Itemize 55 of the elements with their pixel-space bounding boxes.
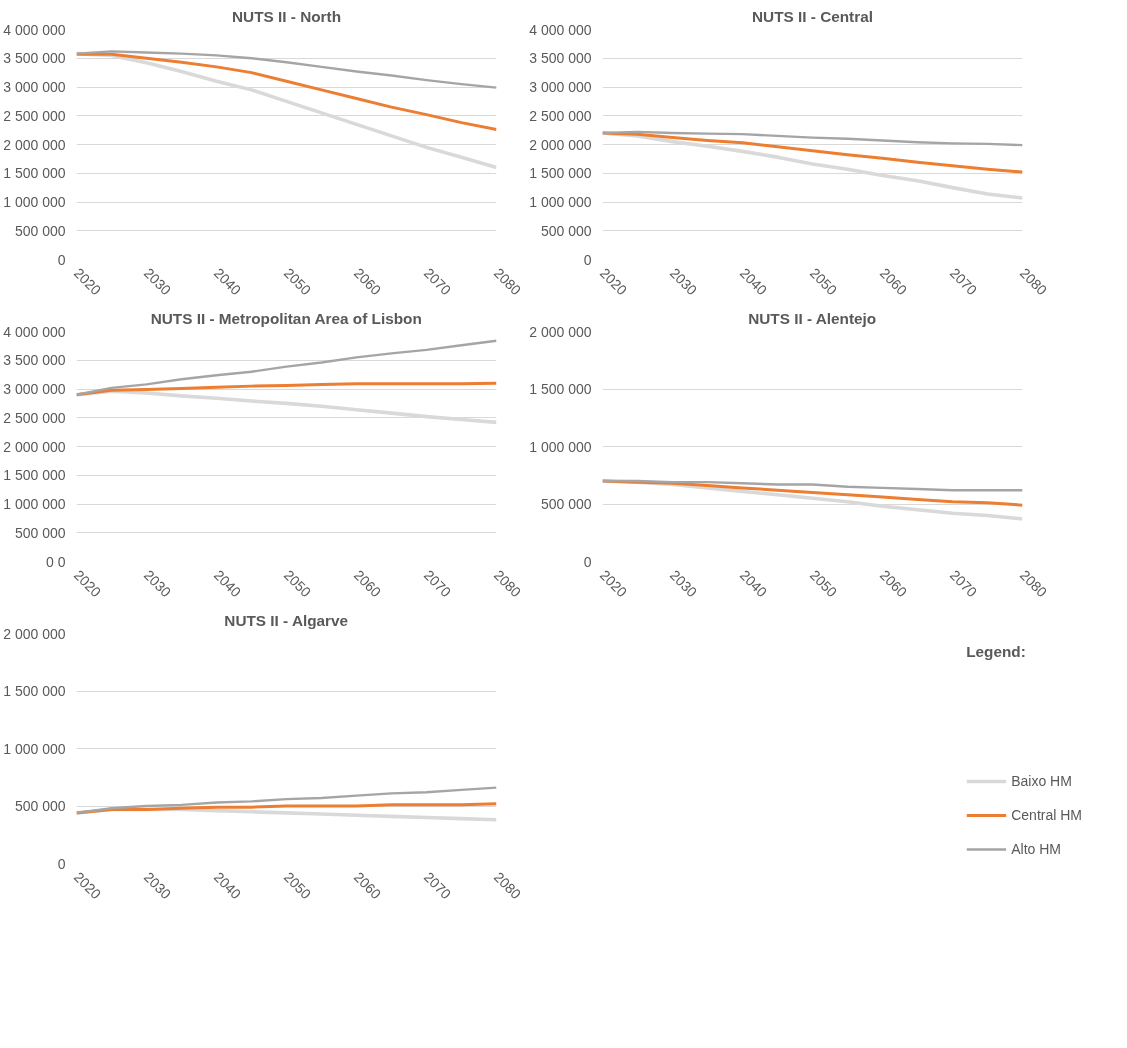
y-tick-label: 4 000 000 xyxy=(3,323,66,340)
chart-title: NUTS II - Algarve xyxy=(224,611,349,629)
line-series xyxy=(602,131,1023,174)
y-tick-label: 2 000 000 xyxy=(3,136,66,153)
y-tick-label: 1 000 000 xyxy=(3,194,66,210)
y-tick-label: 2 500 000 xyxy=(3,409,66,426)
y-tick-label: 2 500 000 xyxy=(3,107,66,124)
line-series xyxy=(602,130,1023,147)
legend-title: Legend: xyxy=(966,643,1027,661)
y-tick-label: 1 500 000 xyxy=(529,381,592,397)
y-tick-label: 3 000 000 xyxy=(3,79,66,95)
y-tick-label: 1 500 000 xyxy=(3,165,66,182)
y-tick-label: 1 500 000 xyxy=(3,467,66,484)
y-tick-label: 4 000 000 xyxy=(3,21,66,38)
y-tick-label: 0 xyxy=(57,855,66,872)
y-tick-label: 0 xyxy=(583,251,592,268)
y-tick-label: 2 000 000 xyxy=(3,438,66,455)
y-tick-label: 2 000 000 xyxy=(3,625,66,642)
legend-label: Baixo HM xyxy=(1011,773,1072,789)
y-tick-label: 2 000 000 xyxy=(529,136,592,153)
y-tick-label: 0 xyxy=(583,553,592,570)
line-series xyxy=(76,381,497,397)
y-tick-label: 2 500 000 xyxy=(529,107,592,124)
y-tick-label: 1 500 000 xyxy=(529,165,592,182)
chart-title: NUTS II - North xyxy=(232,7,342,25)
y-tick-label: 3 000 000 xyxy=(3,381,66,397)
legend-label: Alto HM xyxy=(1011,841,1061,857)
y-tick-label: 1 000 000 xyxy=(3,740,66,757)
line-series xyxy=(76,339,497,396)
y-tick-label: 500 000 xyxy=(14,222,66,239)
line-series xyxy=(76,50,497,89)
chart-title: NUTS II - Metropolitan Area of Lisbon xyxy=(150,309,422,327)
y-tick-label: 500 000 xyxy=(14,798,66,814)
y-tick-label: 500 000 xyxy=(14,524,66,541)
y-tick-label: 0 0 xyxy=(46,553,66,570)
chart-title: NUTS II - Alentejo xyxy=(748,309,877,327)
y-tick-label: 1 000 000 xyxy=(529,194,592,210)
y-tick-label: 3 500 000 xyxy=(3,50,66,67)
y-tick-label: 1 000 000 xyxy=(529,438,592,455)
line-series xyxy=(76,52,497,132)
y-tick-label: 3 500 000 xyxy=(3,352,66,369)
line-series xyxy=(76,786,497,815)
y-tick-label: 500 000 xyxy=(540,496,592,512)
y-tick-label: 1 500 000 xyxy=(3,683,66,699)
y-tick-label: 3 000 000 xyxy=(529,79,592,95)
chart-title: NUTS II - Central xyxy=(752,7,873,25)
line-series xyxy=(76,802,497,815)
y-tick-label: 4 000 000 xyxy=(529,21,592,38)
y-tick-label: 0 xyxy=(57,251,66,268)
line-series xyxy=(602,479,1023,492)
y-tick-label: 1 000 000 xyxy=(3,496,66,512)
y-tick-label: 2 000 000 xyxy=(529,323,592,340)
y-tick-label: 3 500 000 xyxy=(529,50,592,67)
y-tick-label: 500 000 xyxy=(540,222,592,239)
legend-label: Central HM xyxy=(1011,807,1082,823)
